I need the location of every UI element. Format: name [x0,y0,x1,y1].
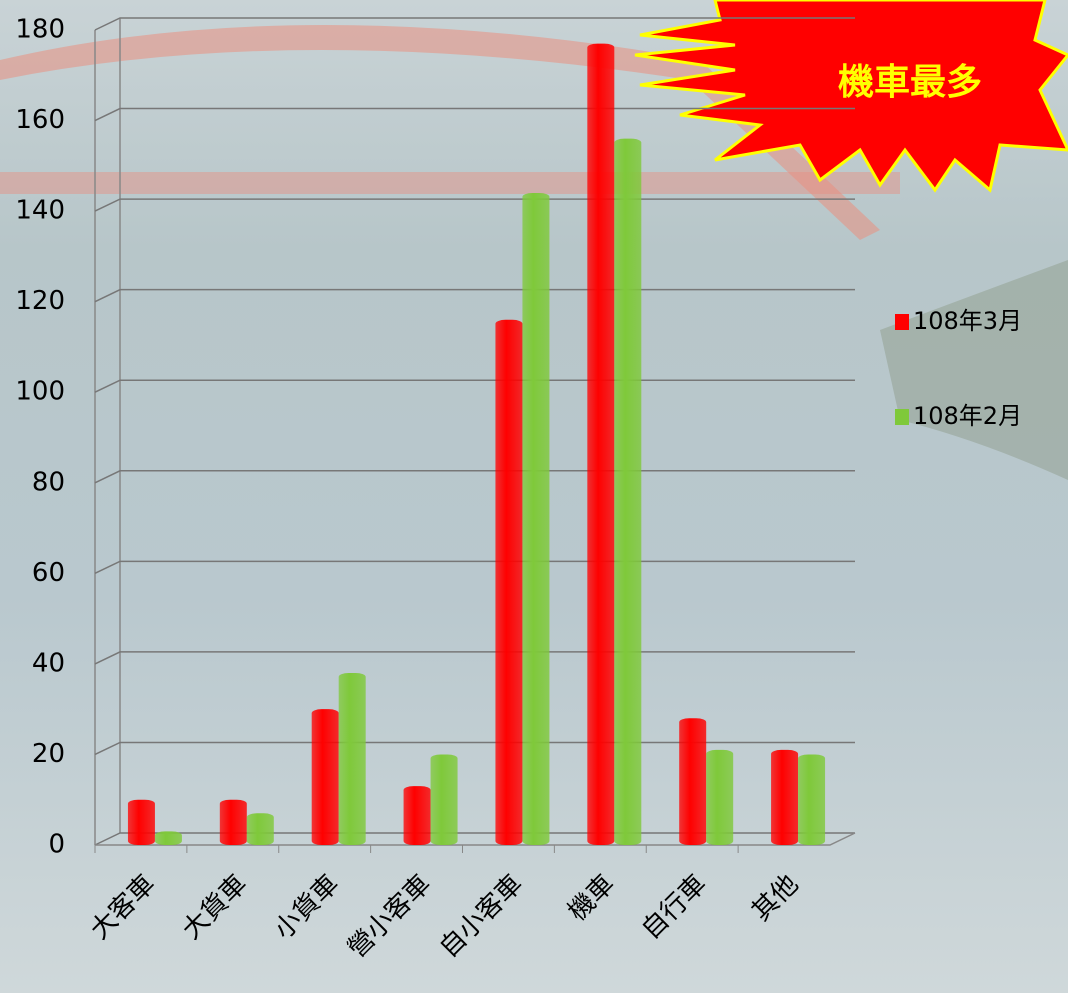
y-tick-label: 180 [15,15,65,45]
y-tick-label: 160 [15,105,65,135]
legend-swatch [895,409,909,425]
bar [706,749,734,845]
y-tick-label: 20 [32,739,65,769]
bar [679,718,707,845]
y-tick-label: 120 [15,286,65,316]
y-tick-label: 40 [32,648,65,678]
bridge-deck [0,172,900,194]
bar [403,786,431,845]
bar [614,138,642,845]
floor [95,832,856,846]
bar [587,43,615,846]
bar [495,319,523,845]
bar [127,799,155,845]
bar [522,193,550,845]
legend-label: 108年2月 [913,402,1022,430]
legend-label: 108年3月 [913,307,1022,335]
bar [798,754,826,845]
y-tick-label: 80 [32,467,65,497]
y-tick-label: 140 [15,196,65,226]
bridge-arch [0,25,880,240]
bar [338,672,366,845]
legend-swatch [895,314,909,330]
bar [311,709,339,845]
annotation: 機車最多 [838,62,982,103]
bar [771,749,799,845]
bar [246,813,274,845]
y-tick-label: 100 [15,377,65,407]
grid-line [94,17,855,31]
y-tick-label: 60 [32,558,65,588]
y-tick-label: 0 [48,830,65,860]
starburst [634,0,1068,193]
bar [154,831,182,845]
bar [219,799,247,845]
hill [880,260,1068,480]
bar [430,754,458,845]
